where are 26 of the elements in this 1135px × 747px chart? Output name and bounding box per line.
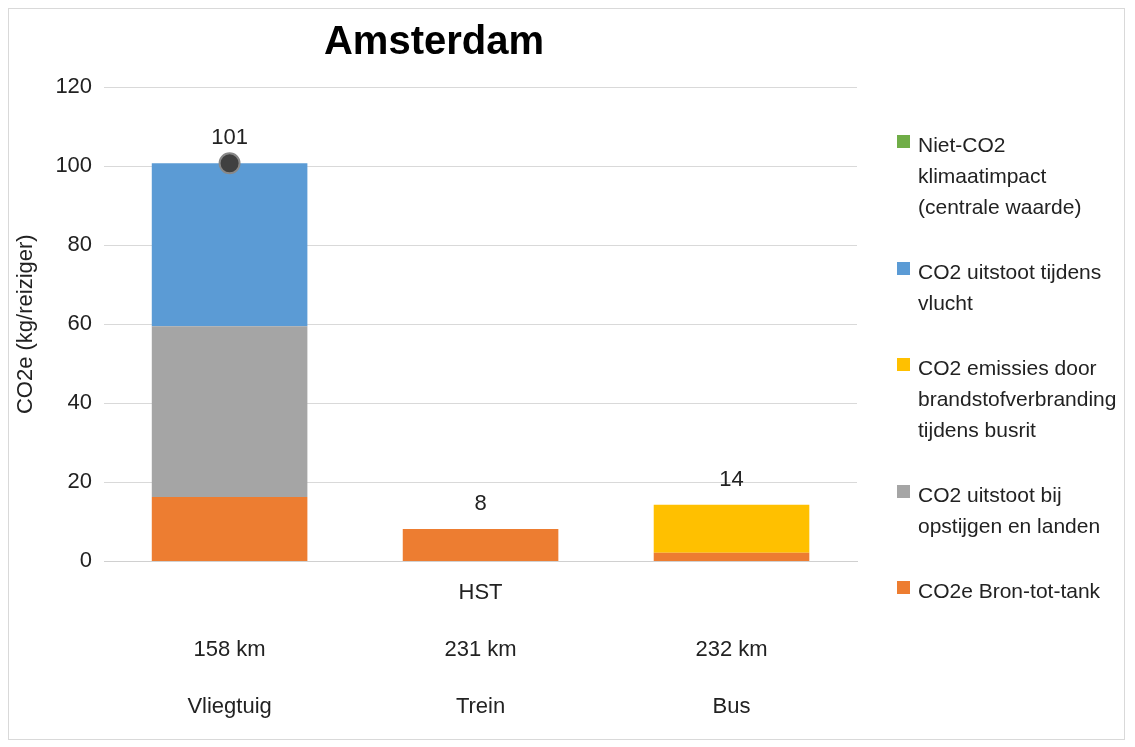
legend-label: CO2 emissies door brandstofverbranding tijdens busrit <box>918 355 1118 443</box>
category-label: HST 231 km Trein <box>444 579 517 719</box>
y-tick-label: 40 <box>67 389 93 415</box>
total-label: 101 <box>211 124 248 150</box>
y-tick-label: 0 <box>79 547 93 573</box>
legend-label: Niet-CO2 klimaatimpact (centrale waarde) <box>918 132 1083 220</box>
bar <box>151 496 308 561</box>
y-tick-label: 20 <box>67 468 93 494</box>
bar <box>653 504 810 553</box>
y-tick-label: 120 <box>55 73 93 99</box>
y-tick-label: 100 <box>55 152 93 178</box>
bar <box>151 163 308 327</box>
bar <box>402 528 559 561</box>
y-tick-label: 80 <box>67 231 93 257</box>
bar <box>653 552 810 561</box>
legend-label: CO2 uitstoot tijdens vlucht <box>918 259 1103 316</box>
y-tick-label: 60 <box>67 310 93 336</box>
category-label: 158 km Vliegtuig <box>187 636 272 719</box>
total-label: 8 <box>474 490 487 516</box>
legend-label: CO2e Bron-tot-tank <box>918 578 1101 604</box>
total-label: 14 <box>719 465 744 491</box>
legend-label: CO2 uitstoot bij opstijgen en landen <box>918 482 1102 539</box>
y-axis-title: CO2e (kg/reiziger) <box>12 234 38 415</box>
chart-title: Amsterdam <box>323 18 545 63</box>
category-label: 232 km Bus <box>695 636 768 719</box>
bar <box>151 326 308 497</box>
